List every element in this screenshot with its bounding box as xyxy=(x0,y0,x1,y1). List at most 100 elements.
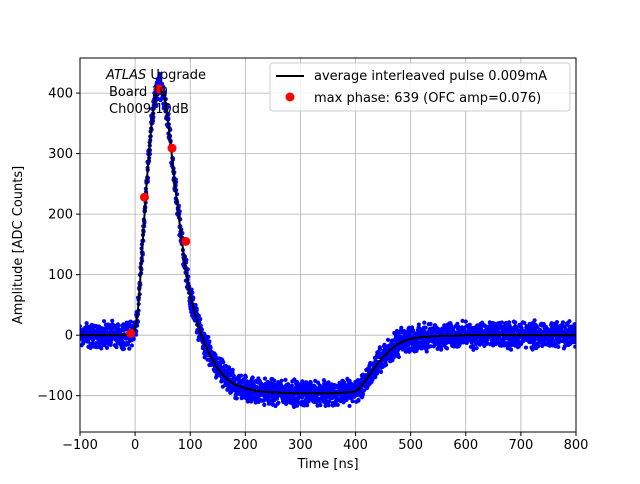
data-point xyxy=(532,318,537,323)
data-point xyxy=(206,334,211,340)
data-point xyxy=(361,388,367,393)
data-point xyxy=(360,391,365,396)
data-point xyxy=(110,318,115,323)
data-point xyxy=(428,344,433,349)
annotation-italic-word: ATLAS xyxy=(105,68,146,83)
data-point xyxy=(521,338,526,344)
data-point xyxy=(198,323,203,328)
data-point xyxy=(326,380,331,385)
data-point xyxy=(193,302,198,308)
data-point xyxy=(460,318,465,324)
legend-marker-swatch xyxy=(285,92,295,102)
data-point xyxy=(234,396,239,401)
data-point xyxy=(513,320,518,325)
y-axis-ticks: −100 0 100 200 300 400 xyxy=(37,87,80,404)
data-point xyxy=(573,344,576,349)
data-point xyxy=(373,375,378,380)
data-point xyxy=(558,325,564,331)
data-point xyxy=(191,295,196,300)
data-point xyxy=(128,319,133,324)
data-point xyxy=(423,325,428,330)
data-point xyxy=(560,320,566,325)
max-phase-markers xyxy=(126,84,191,338)
data-point xyxy=(190,290,195,295)
data-point xyxy=(428,321,433,327)
data-point xyxy=(377,346,383,352)
y-axis-label: Amplitude [ADC Counts] xyxy=(11,166,26,324)
data-point xyxy=(158,74,163,80)
data-point xyxy=(283,377,288,382)
data-point xyxy=(99,346,104,351)
data-point xyxy=(463,319,468,324)
data-point xyxy=(250,375,255,380)
data-point xyxy=(127,346,132,351)
annotation-line-1: ATLAS Upgrade xyxy=(105,68,206,83)
data-point xyxy=(221,360,226,365)
max-phase-marker xyxy=(139,192,149,202)
data-point xyxy=(435,346,440,351)
max-phase-marker xyxy=(167,143,177,153)
data-point xyxy=(326,399,332,404)
x-tick-label: 100 xyxy=(178,438,203,453)
max-phase-marker xyxy=(181,236,191,246)
data-point xyxy=(262,402,267,407)
y-tick-label: 0 xyxy=(65,329,73,344)
data-point xyxy=(471,344,476,349)
data-point xyxy=(356,398,361,403)
data-point xyxy=(378,369,384,374)
data-point xyxy=(342,380,347,385)
data-point xyxy=(530,347,535,352)
y-tick-label: 200 xyxy=(48,208,73,223)
data-point xyxy=(326,403,331,408)
data-point xyxy=(84,321,89,326)
data-point xyxy=(554,319,560,325)
data-point xyxy=(125,342,131,347)
data-point xyxy=(383,362,389,367)
annotation-line-3: Ch009 10dB xyxy=(109,102,189,117)
data-point xyxy=(198,317,203,322)
data-point xyxy=(567,319,572,324)
data-point xyxy=(396,354,401,360)
x-tick-label: 200 xyxy=(233,438,258,453)
data-point xyxy=(350,399,355,404)
x-tick-label: −100 xyxy=(62,438,98,453)
data-point xyxy=(230,370,235,375)
data-point xyxy=(276,400,281,405)
data-point xyxy=(522,320,527,326)
max-phase-marker xyxy=(126,328,136,338)
data-point xyxy=(101,319,107,324)
data-point xyxy=(471,347,476,352)
legend-entry-markers: max phase: 639 (OFC amp=0.076) xyxy=(314,91,541,106)
data-point xyxy=(114,344,119,350)
annotation-line-2: Board 10 xyxy=(109,85,168,100)
data-point xyxy=(416,322,421,327)
data-point xyxy=(374,371,380,376)
data-point xyxy=(508,347,514,352)
data-point xyxy=(289,383,294,388)
data-point xyxy=(536,344,541,349)
data-point xyxy=(272,378,277,383)
data-point xyxy=(467,322,472,327)
x-axis-ticks: −100 0 100 200 300 400 500 600 700 800 xyxy=(62,432,588,453)
legend-box xyxy=(269,62,571,112)
data-point xyxy=(391,355,396,360)
data-point xyxy=(154,103,159,108)
data-point xyxy=(279,378,284,383)
data-point xyxy=(238,373,244,378)
data-point xyxy=(573,335,576,340)
data-point xyxy=(207,339,212,344)
data-point xyxy=(347,403,352,409)
annotation: ATLAS Upgrade Board 10 Ch009 10dB xyxy=(105,68,206,117)
data-point xyxy=(573,326,576,331)
data-point xyxy=(451,328,456,333)
data-point xyxy=(116,323,121,328)
data-point xyxy=(370,377,375,382)
data-point xyxy=(408,346,413,351)
x-tick-label: 500 xyxy=(398,438,423,453)
data-point xyxy=(208,346,213,351)
data-point xyxy=(456,324,461,329)
data-point xyxy=(511,327,516,333)
average-pulse-path xyxy=(80,86,576,395)
y-tick-label: 300 xyxy=(48,147,73,162)
